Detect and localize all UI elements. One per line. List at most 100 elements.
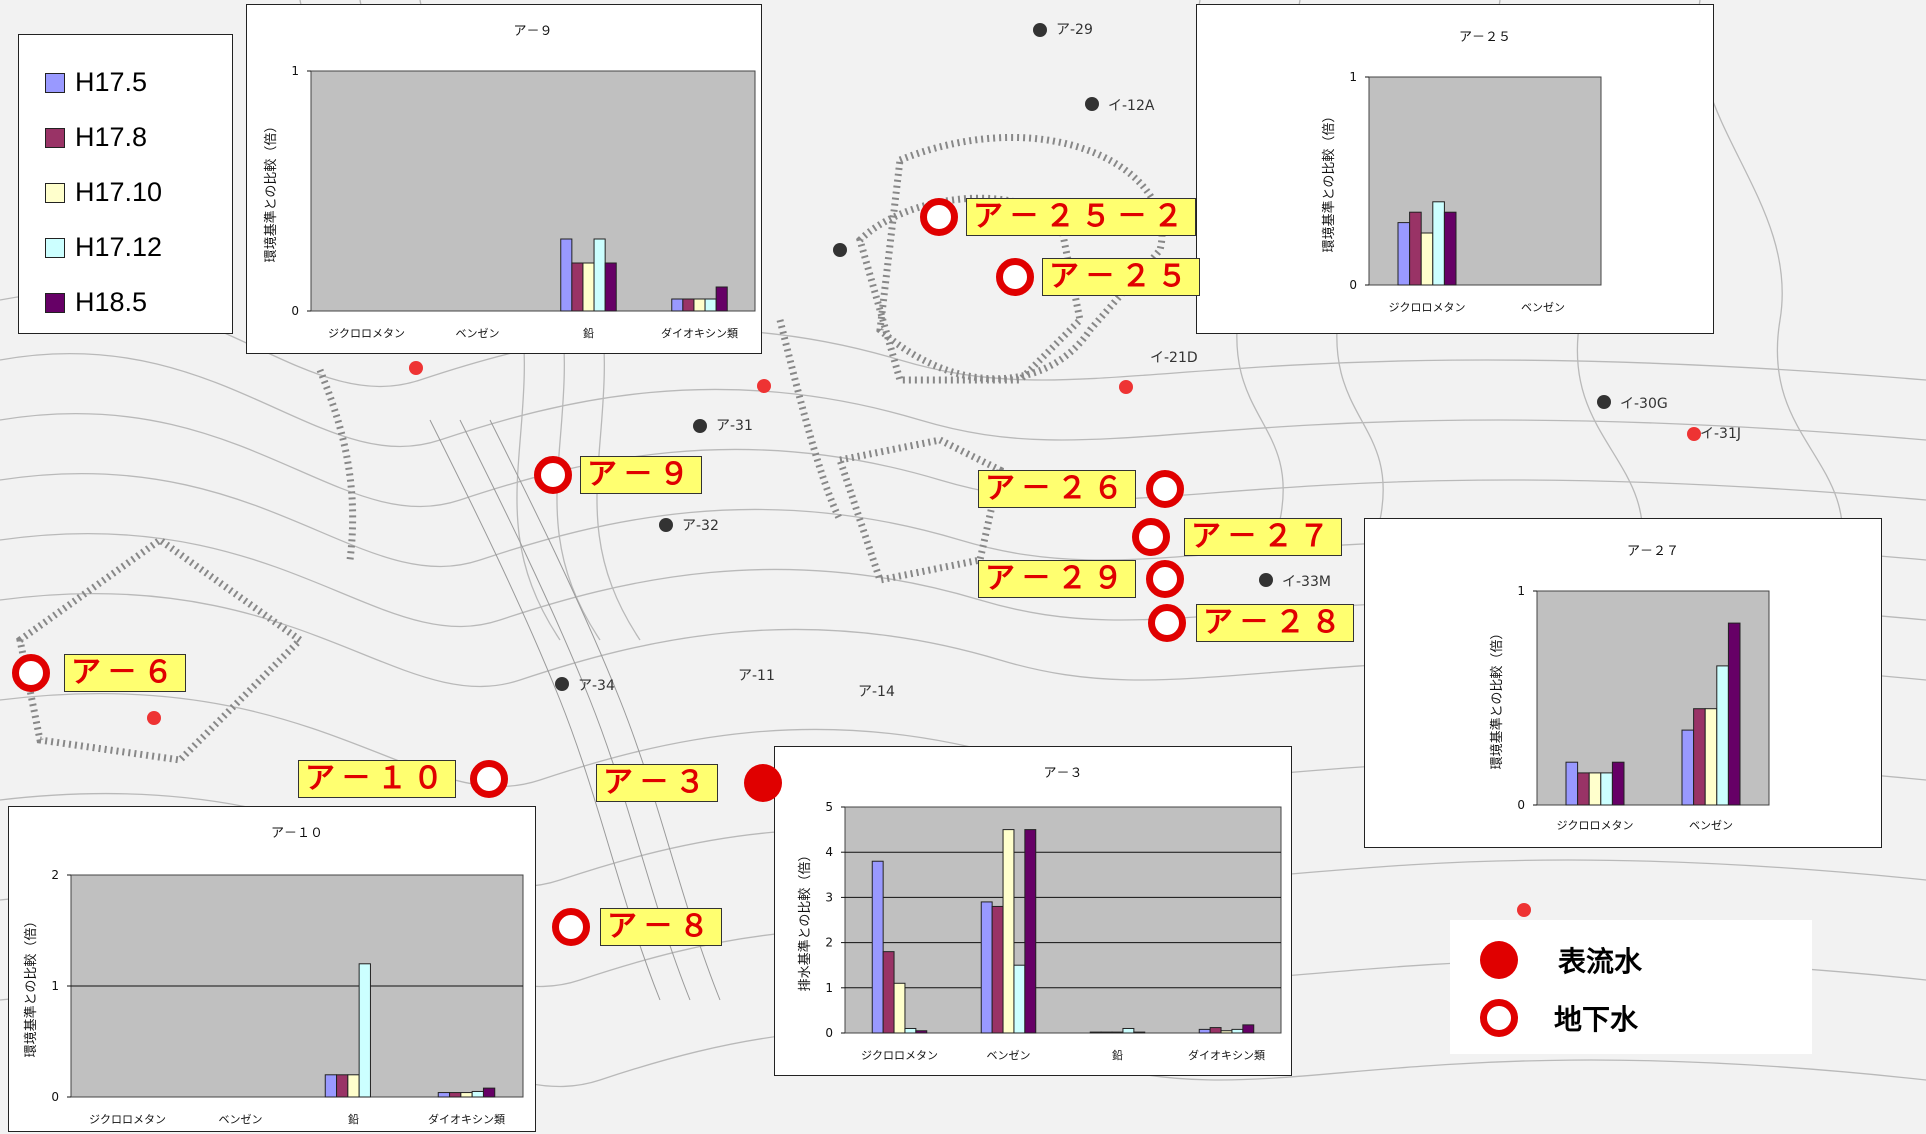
period-legend: H17.5 H17.8 H17.10 H17.12 H18.5 bbox=[18, 34, 233, 334]
bar-a3-3-3 bbox=[1231, 1028, 1244, 1034]
x-category-label: ベンゼン bbox=[1521, 301, 1565, 314]
chart-a25: ア－２５ 0 1 環境基準との比較（倍） ジクロロメタン ベンゼン bbox=[1321, 30, 1602, 314]
bar-a3-4-2 bbox=[1133, 1031, 1146, 1034]
svg-text:イ-33M: イ-33M bbox=[1282, 574, 1331, 590]
x-category-label: ダイオキシン類 bbox=[661, 326, 738, 340]
chart-panel-a25: ア－２５ 0 1 環境基準との比較（倍） ジクロロメタン ベンゼン bbox=[1196, 4, 1714, 334]
svg-text:イ-21D: イ-21D bbox=[1150, 350, 1198, 366]
site-label: ア－２８ bbox=[1196, 604, 1354, 642]
chart-a10: ア－１０ 0 1 2 環境基準との比較（倍） ジクロロメタン ベンゼン 鉛 ダイオキシン類 bbox=[23, 826, 524, 1126]
bar-a9-4-2 bbox=[604, 262, 617, 312]
bar-a27-0-1 bbox=[1681, 729, 1695, 806]
bar-a10-2-2 bbox=[347, 1074, 360, 1098]
site-a25[interactable]: ア－２５ bbox=[996, 258, 1200, 296]
svg-text:イ-12A: イ-12A bbox=[1108, 98, 1155, 114]
bar-a27-1-0 bbox=[1577, 772, 1590, 806]
site-label: ア－２７ bbox=[1184, 518, 1342, 556]
site-a6[interactable]: ア－６ bbox=[12, 654, 186, 692]
chart-a27: ア－２７ 0 1 環境基準との比較（倍） ジクロロメタン ベンゼン bbox=[1489, 544, 1770, 832]
legend-swatch bbox=[45, 127, 65, 148]
bar-a3-2-3 bbox=[1220, 1030, 1233, 1034]
legend-swatch bbox=[45, 237, 65, 258]
plot-area bbox=[844, 806, 1282, 1034]
y-tick-label: 2 bbox=[825, 936, 833, 950]
groundwater-marker-icon bbox=[996, 258, 1034, 296]
legend-label: H18.5 bbox=[75, 287, 148, 317]
x-category-label: ジクロロメタン bbox=[1557, 819, 1634, 832]
bar-a27-3-1 bbox=[1716, 665, 1729, 806]
site-a29[interactable]: ア－２９ bbox=[978, 560, 1184, 598]
y-tick-label: 1 bbox=[51, 979, 59, 993]
bar-a3-2-2 bbox=[1111, 1031, 1124, 1034]
bar-a10-3-2 bbox=[358, 963, 371, 1098]
y-tick-label: 0 bbox=[51, 1090, 59, 1104]
y-tick-label: 1 bbox=[825, 981, 833, 995]
site-label: ア－２５－２ bbox=[966, 198, 1196, 236]
bar-a25-0-0 bbox=[1397, 222, 1411, 286]
bar-a3-1-3 bbox=[1209, 1027, 1222, 1034]
site-a26[interactable]: ア－２６ bbox=[978, 470, 1184, 508]
bar-a27-1-1 bbox=[1693, 708, 1706, 806]
bar-a27-4-0 bbox=[1611, 761, 1625, 806]
svg-text:ア-14: ア-14 bbox=[858, 684, 895, 700]
groundwater-marker-icon bbox=[920, 198, 958, 236]
bar-a3-0-2 bbox=[1089, 1031, 1102, 1034]
x-category-label: 鉛 bbox=[348, 1112, 359, 1126]
svg-text:ア-32: ア-32 bbox=[682, 518, 719, 534]
groundwater-marker-icon bbox=[1132, 518, 1170, 556]
bar-a10-1-3 bbox=[449, 1092, 462, 1098]
y-tick-label: 4 bbox=[825, 845, 833, 859]
bar-a27-3-0 bbox=[1600, 772, 1613, 806]
site-label: ア－６ bbox=[64, 654, 186, 692]
y-tick-label: 1 bbox=[1349, 70, 1357, 84]
x-category-label: ダイオキシン類 bbox=[428, 1112, 505, 1126]
bar-a9-0-3 bbox=[671, 298, 684, 312]
chart-title: ア－１０ bbox=[271, 826, 323, 841]
y-tick-label: 1 bbox=[291, 64, 299, 78]
site-label: ア－３ bbox=[596, 764, 718, 802]
legend-item: H17.10 bbox=[45, 165, 232, 220]
site-a8[interactable]: ア－８ bbox=[552, 908, 722, 946]
x-category-label: ジクロロメタン bbox=[328, 327, 405, 340]
groundwater-marker-icon bbox=[1146, 560, 1184, 598]
svg-text:イ-30G: イ-30G bbox=[1620, 396, 1668, 412]
bar-a3-0-0 bbox=[871, 860, 884, 1034]
bar-a3-1-2 bbox=[1100, 1031, 1113, 1034]
bar-a10-0-3 bbox=[437, 1092, 451, 1098]
site-a27[interactable]: ア－２７ bbox=[1132, 518, 1342, 556]
site-label: ア－１０ bbox=[298, 760, 456, 798]
y-tick-label: 0 bbox=[1349, 278, 1357, 292]
bar-a3-4-0 bbox=[915, 1030, 928, 1034]
chart-panel-a27: ア－２７ 0 1 環境基準との比較（倍） ジクロロメタン ベンゼン bbox=[1364, 518, 1882, 848]
bar-a10-4-3 bbox=[482, 1087, 496, 1098]
chart-a9: ア－９ 0 1 環境基準との比較（倍） ジクロロメタン ベンゼン 鉛 ダイオキシン類 bbox=[263, 24, 756, 340]
svg-text:ア-11: ア-11 bbox=[738, 668, 775, 684]
bar-a10-0-2 bbox=[324, 1074, 338, 1098]
chart-panel-a3: ア－３ 0 1 2 3 4 5 排水基準との比較（倍） ジクロロメタン ベンゼン 鉛 ダイオキシン類 bbox=[774, 746, 1292, 1076]
bar-a10-1-2 bbox=[336, 1074, 349, 1098]
bar-a10-3-3 bbox=[471, 1090, 484, 1098]
bar-a9-1-2 bbox=[571, 262, 584, 312]
y-tick-label: 2 bbox=[51, 868, 59, 882]
y-axis-label: 環境基準との比較（倍） bbox=[23, 915, 39, 1058]
site-a28[interactable]: ア－２８ bbox=[1148, 604, 1354, 642]
chart-title: ア－２７ bbox=[1627, 544, 1679, 559]
legend-swatch bbox=[45, 182, 65, 203]
legend-label: H17.10 bbox=[75, 177, 163, 207]
site-a10[interactable]: ア－１０ bbox=[298, 760, 508, 798]
bar-a25-1-0 bbox=[1409, 211, 1422, 286]
bar-a3-2-1 bbox=[1002, 829, 1015, 1034]
bar-a9-4-3 bbox=[715, 286, 728, 312]
site-a9[interactable]: ア－９ bbox=[534, 456, 702, 494]
site-a3[interactable]: ア－３ bbox=[596, 764, 782, 802]
site-label: ア－２５ bbox=[1042, 258, 1200, 296]
bar-a9-2-2 bbox=[582, 262, 595, 312]
surface-water-marker-icon bbox=[744, 764, 782, 802]
y-tick-label: 0 bbox=[825, 1026, 833, 1040]
bar-a10-2-3 bbox=[460, 1092, 473, 1098]
y-axis-label: 環境基準との比較（倍） bbox=[1489, 627, 1505, 770]
bar-a3-3-1 bbox=[1013, 964, 1026, 1034]
chart-panel-a9: ア－９ 0 1 環境基準との比較（倍） ジクロロメタン ベンゼン 鉛 ダイオキシン類 bbox=[246, 4, 762, 354]
site-a25-2[interactable]: ア－２５－２ bbox=[920, 198, 1196, 236]
bar-a27-2-0 bbox=[1588, 772, 1602, 806]
